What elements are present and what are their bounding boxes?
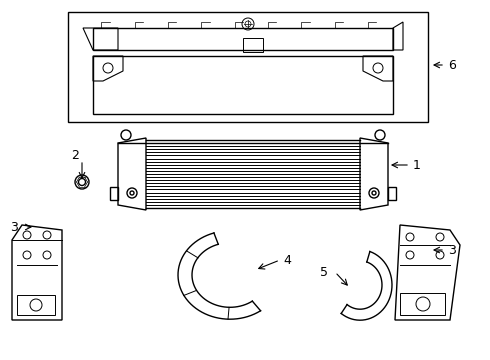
Bar [243, 38, 263, 52]
Text: 3: 3 [10, 220, 18, 234]
Bar [17, 295, 55, 315]
Text: 2: 2 [71, 149, 79, 162]
Text: 4: 4 [283, 253, 291, 266]
Text: 1: 1 [413, 158, 421, 171]
Text: 6: 6 [448, 59, 456, 72]
Text: 3: 3 [448, 243, 456, 256]
Text: 5: 5 [320, 266, 328, 279]
Bar [93, 28, 393, 50]
Bar [93, 56, 393, 114]
Bar [400, 293, 445, 315]
Bar [68, 12, 428, 122]
